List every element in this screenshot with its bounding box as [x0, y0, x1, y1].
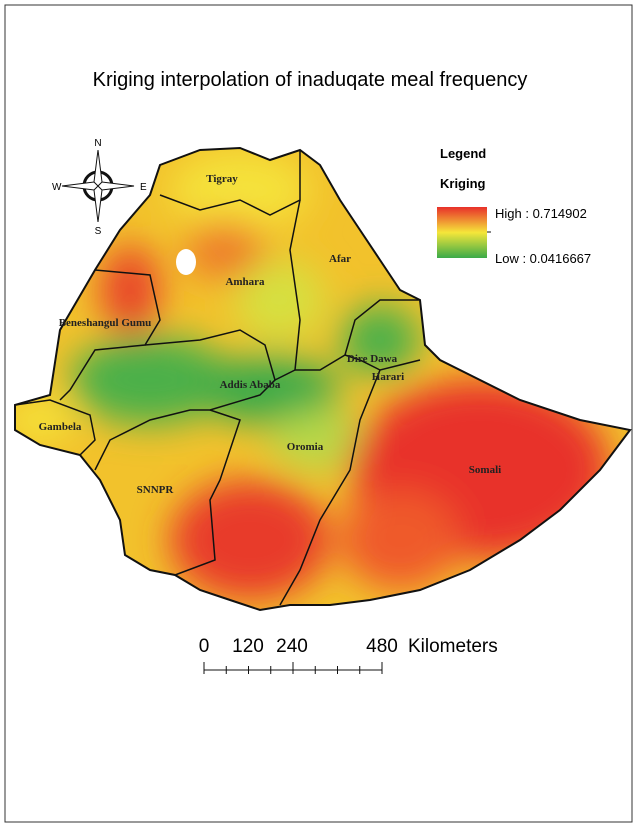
- region-boundaries: [14, 150, 421, 606]
- map-title: Kriging interpolation of inaduqate meal …: [93, 69, 528, 91]
- compass-east: E: [140, 182, 147, 193]
- legend-subtitle: Kriging: [440, 176, 486, 191]
- region-label: Amhara: [225, 276, 265, 288]
- region-labels: Tigray Amhara Afar Beneshangul Gumu Dire Daw…: [39, 173, 502, 496]
- region-label: Somali: [469, 464, 501, 476]
- region-label: Tigray: [206, 173, 238, 185]
- scale-label: 480: [366, 636, 398, 657]
- legend: Legend Kriging High : 0.714902 Low : 0.0…: [437, 146, 591, 266]
- compass-south: S: [95, 226, 102, 237]
- scale-label: 0: [199, 636, 210, 657]
- legend-low: Low : 0.0416667: [495, 251, 591, 266]
- region-label: Harari: [372, 371, 404, 383]
- region-label: Dire Dawa: [347, 353, 398, 365]
- scale-bar: 0 120 240 480 Kilometers: [199, 636, 498, 674]
- region-label: Gambela: [39, 421, 82, 433]
- compass-north: N: [94, 138, 101, 149]
- scale-unit: Kilometers: [408, 636, 498, 657]
- compass-west: W: [52, 182, 62, 193]
- region-label: Afar: [329, 253, 351, 265]
- legend-title: Legend: [440, 146, 486, 161]
- legend-high: High : 0.714902: [495, 206, 587, 221]
- region-label: Addis Ababa: [220, 379, 281, 391]
- region-label: SNNPR: [137, 484, 175, 496]
- compass: N S E W: [52, 138, 147, 237]
- region-label: Oromia: [287, 441, 324, 453]
- scale-label: 240: [276, 636, 308, 657]
- scale-label: 120: [232, 636, 264, 657]
- legend-ramp: [437, 207, 487, 258]
- region-label: Beneshangul Gumu: [59, 317, 152, 329]
